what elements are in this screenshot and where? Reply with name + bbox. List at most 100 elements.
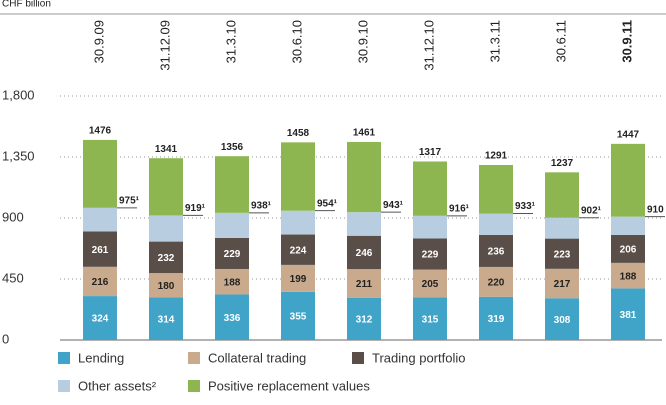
x-tick-label: 30.6.11 — [553, 20, 568, 62]
value-label: 229 — [224, 249, 241, 260]
bar-segment — [215, 237, 249, 269]
y-axis-label: CHF billion — [2, 0, 51, 10]
bar-segment — [281, 264, 315, 292]
subtotal-label: 916¹ — [449, 203, 470, 214]
value-label: 205 — [422, 279, 439, 290]
total-label: 1461 — [353, 128, 376, 139]
bar-segment — [149, 158, 183, 216]
bar-segment — [545, 298, 579, 340]
value-label: 312 — [356, 314, 373, 325]
bar-segment — [611, 234, 645, 263]
bar-segment — [215, 156, 249, 213]
bar-segment — [611, 216, 645, 235]
bar-segment — [215, 294, 249, 340]
bar-segment — [347, 141, 381, 213]
x-tick-label: 31.12.09 — [157, 20, 172, 71]
bar-segment — [413, 238, 447, 270]
subtotal-label: 954¹ — [317, 198, 338, 209]
legend-label: Trading portfolio — [372, 350, 465, 365]
x-tick-label: 31.12.10 — [421, 20, 436, 71]
subtotal-label: 902¹ — [581, 205, 602, 216]
value-label: 319 — [488, 314, 505, 325]
bar-segment — [413, 297, 447, 340]
bar-segment — [149, 273, 183, 298]
legend-swatch — [188, 352, 200, 364]
bar-segment — [611, 143, 645, 217]
subtotal-label: 975¹ — [119, 195, 140, 206]
subtotal-label: 919¹ — [185, 203, 206, 214]
value-label: 261 — [92, 245, 109, 256]
total-label: 1291 — [485, 151, 508, 162]
bar-segment — [479, 213, 513, 235]
total-label: 1317 — [419, 147, 442, 158]
value-label: 324 — [92, 314, 109, 325]
total-label: 1237 — [551, 158, 574, 169]
bar-segment — [611, 288, 645, 340]
y-tick-label: 900 — [2, 209, 24, 224]
value-label: 246 — [356, 248, 373, 259]
bar-segment — [545, 217, 579, 239]
value-label: 355 — [290, 312, 307, 323]
bar-segment — [149, 241, 183, 274]
bar-segment — [479, 234, 513, 267]
legend-swatch — [188, 380, 200, 392]
value-label: 308 — [554, 315, 571, 326]
total-label: 1458 — [287, 128, 310, 139]
bar-segment — [281, 142, 315, 211]
subtotal-label: 943¹ — [383, 200, 404, 211]
bar-segment — [479, 296, 513, 340]
value-label: 211 — [356, 279, 373, 290]
value-label: 229 — [422, 250, 439, 261]
bar-segment — [413, 161, 447, 216]
value-label: 224 — [290, 245, 307, 256]
value-label: 188 — [620, 271, 637, 282]
value-label: 236 — [488, 247, 505, 258]
bar-segment — [347, 269, 381, 298]
y-tick-label: 1,800 — [2, 87, 35, 102]
bar-segment — [479, 266, 513, 297]
bar-segment — [215, 212, 249, 238]
value-label: 223 — [554, 249, 571, 260]
bar-segment — [281, 291, 315, 340]
bar-segment — [281, 210, 315, 235]
value-label: 180 — [158, 281, 175, 292]
x-tick-label: 30.9.10 — [355, 20, 370, 63]
legend-label: Positive replacement values — [208, 378, 370, 393]
bar-segment — [83, 231, 117, 267]
bar-segment — [83, 139, 117, 208]
x-tick-label: 30.9.11 — [619, 20, 634, 63]
bar-segment — [215, 268, 249, 295]
value-label: 232 — [158, 253, 175, 264]
y-tick-label: 450 — [2, 270, 24, 285]
value-label: 381 — [620, 310, 637, 321]
y-tick-label: 0 — [2, 331, 9, 346]
bar-segment — [347, 235, 381, 270]
bar-segment — [83, 207, 117, 232]
bar-segment — [413, 269, 447, 298]
x-tick-label: 31.3.10 — [223, 20, 238, 63]
total-label: 1356 — [221, 142, 244, 153]
x-tick-label: 30.9.09 — [91, 20, 106, 63]
bar-segment — [545, 172, 579, 218]
bar-segment — [479, 164, 513, 214]
subtotal-label: 938¹ — [251, 200, 272, 211]
bar-segment — [149, 297, 183, 340]
bar-segment — [545, 268, 579, 299]
bar-segment — [347, 297, 381, 340]
value-label: 188 — [224, 277, 241, 288]
legend-swatch — [352, 352, 364, 364]
legend-label: Lending — [78, 350, 124, 365]
x-tick-label: 30.6.10 — [289, 20, 304, 63]
bar-segment — [281, 234, 315, 265]
value-label: 314 — [158, 314, 175, 325]
subtotal-label: 910 — [647, 204, 664, 215]
x-tick-label: 31.3.11 — [487, 20, 502, 62]
y-tick-label: 1,350 — [2, 148, 35, 163]
legend-label: Other assets² — [78, 378, 157, 393]
bar-segment — [611, 262, 645, 289]
bar-segment — [413, 215, 447, 239]
value-label: 216 — [92, 277, 109, 288]
value-label: 199 — [290, 274, 307, 285]
subtotal-label: 933¹ — [515, 201, 536, 212]
